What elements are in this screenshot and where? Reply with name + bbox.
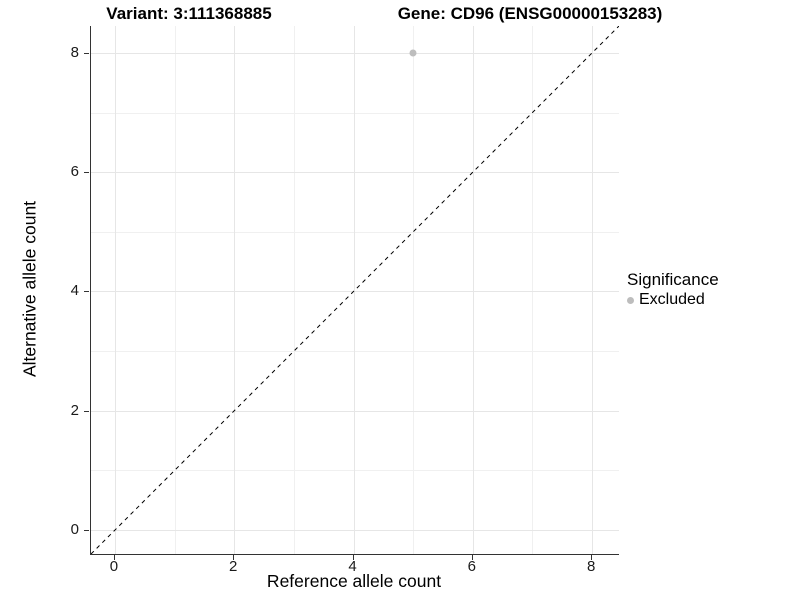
y-tick-label: 0 (70, 521, 79, 539)
identity-line (91, 26, 619, 554)
gridline-major-vertical (592, 26, 594, 554)
y-tick-label: 6 (70, 163, 79, 181)
gridline-major-horizontal (91, 530, 619, 532)
variant-title: Variant: 3:111368885 (106, 4, 272, 23)
y-tick-mark (84, 530, 89, 532)
gene-title: Gene: CD96 (ENSG00000153283) (397, 4, 663, 23)
gridline-minor-horizontal (91, 470, 619, 472)
legend: Significance Excluded (627, 270, 719, 309)
y-tick-mark (84, 410, 89, 412)
plot-panel (90, 26, 619, 555)
data-point (409, 49, 417, 57)
y-tick-mark (84, 291, 89, 293)
x-tick-label: 6 (467, 558, 476, 575)
legend-items: Excluded (627, 291, 719, 309)
legend-key-dot (627, 296, 634, 304)
gridline-minor-horizontal (91, 231, 619, 233)
x-tick-mark (352, 555, 354, 560)
x-axis-title: Reference allele count (266, 571, 442, 591)
gridline-major-vertical (114, 26, 116, 554)
x-tick-label: 8 (586, 558, 596, 575)
gridline-minor-vertical (413, 26, 415, 554)
x-tick-label: 0 (109, 558, 119, 575)
y-tick-label: 2 (70, 401, 79, 419)
legend-title: Significance (627, 270, 719, 289)
gridline-major-vertical (353, 26, 355, 554)
gridline-minor-vertical (293, 26, 295, 554)
x-tick-label: 2 (229, 558, 238, 575)
x-tick-mark (113, 555, 115, 560)
x-tick-mark (591, 555, 593, 560)
y-tick-mark (84, 172, 89, 174)
y-tick-mark (84, 52, 89, 54)
gridline-minor-horizontal (91, 351, 619, 353)
x-tick-mark (233, 555, 235, 560)
gridline-minor-horizontal (91, 112, 619, 114)
gridline-major-horizontal (91, 291, 619, 293)
gridline-major-horizontal (91, 410, 619, 412)
legend-item-label: Excluded (639, 291, 705, 308)
legend-item: Excluded (627, 291, 719, 309)
x-tick-mark (471, 555, 473, 560)
gridline-major-vertical (234, 26, 236, 554)
gridline-minor-vertical (532, 26, 534, 554)
y-axis-title: Alternative allele count (19, 200, 40, 378)
gridline-minor-vertical (174, 26, 176, 554)
gridline-major-horizontal (91, 52, 619, 54)
x-tick-label: 4 (348, 558, 357, 575)
gridline-major-horizontal (91, 172, 619, 174)
y-tick-label: 8 (70, 43, 79, 61)
gridline-major-vertical (472, 26, 474, 554)
y-tick-label: 4 (70, 282, 79, 300)
